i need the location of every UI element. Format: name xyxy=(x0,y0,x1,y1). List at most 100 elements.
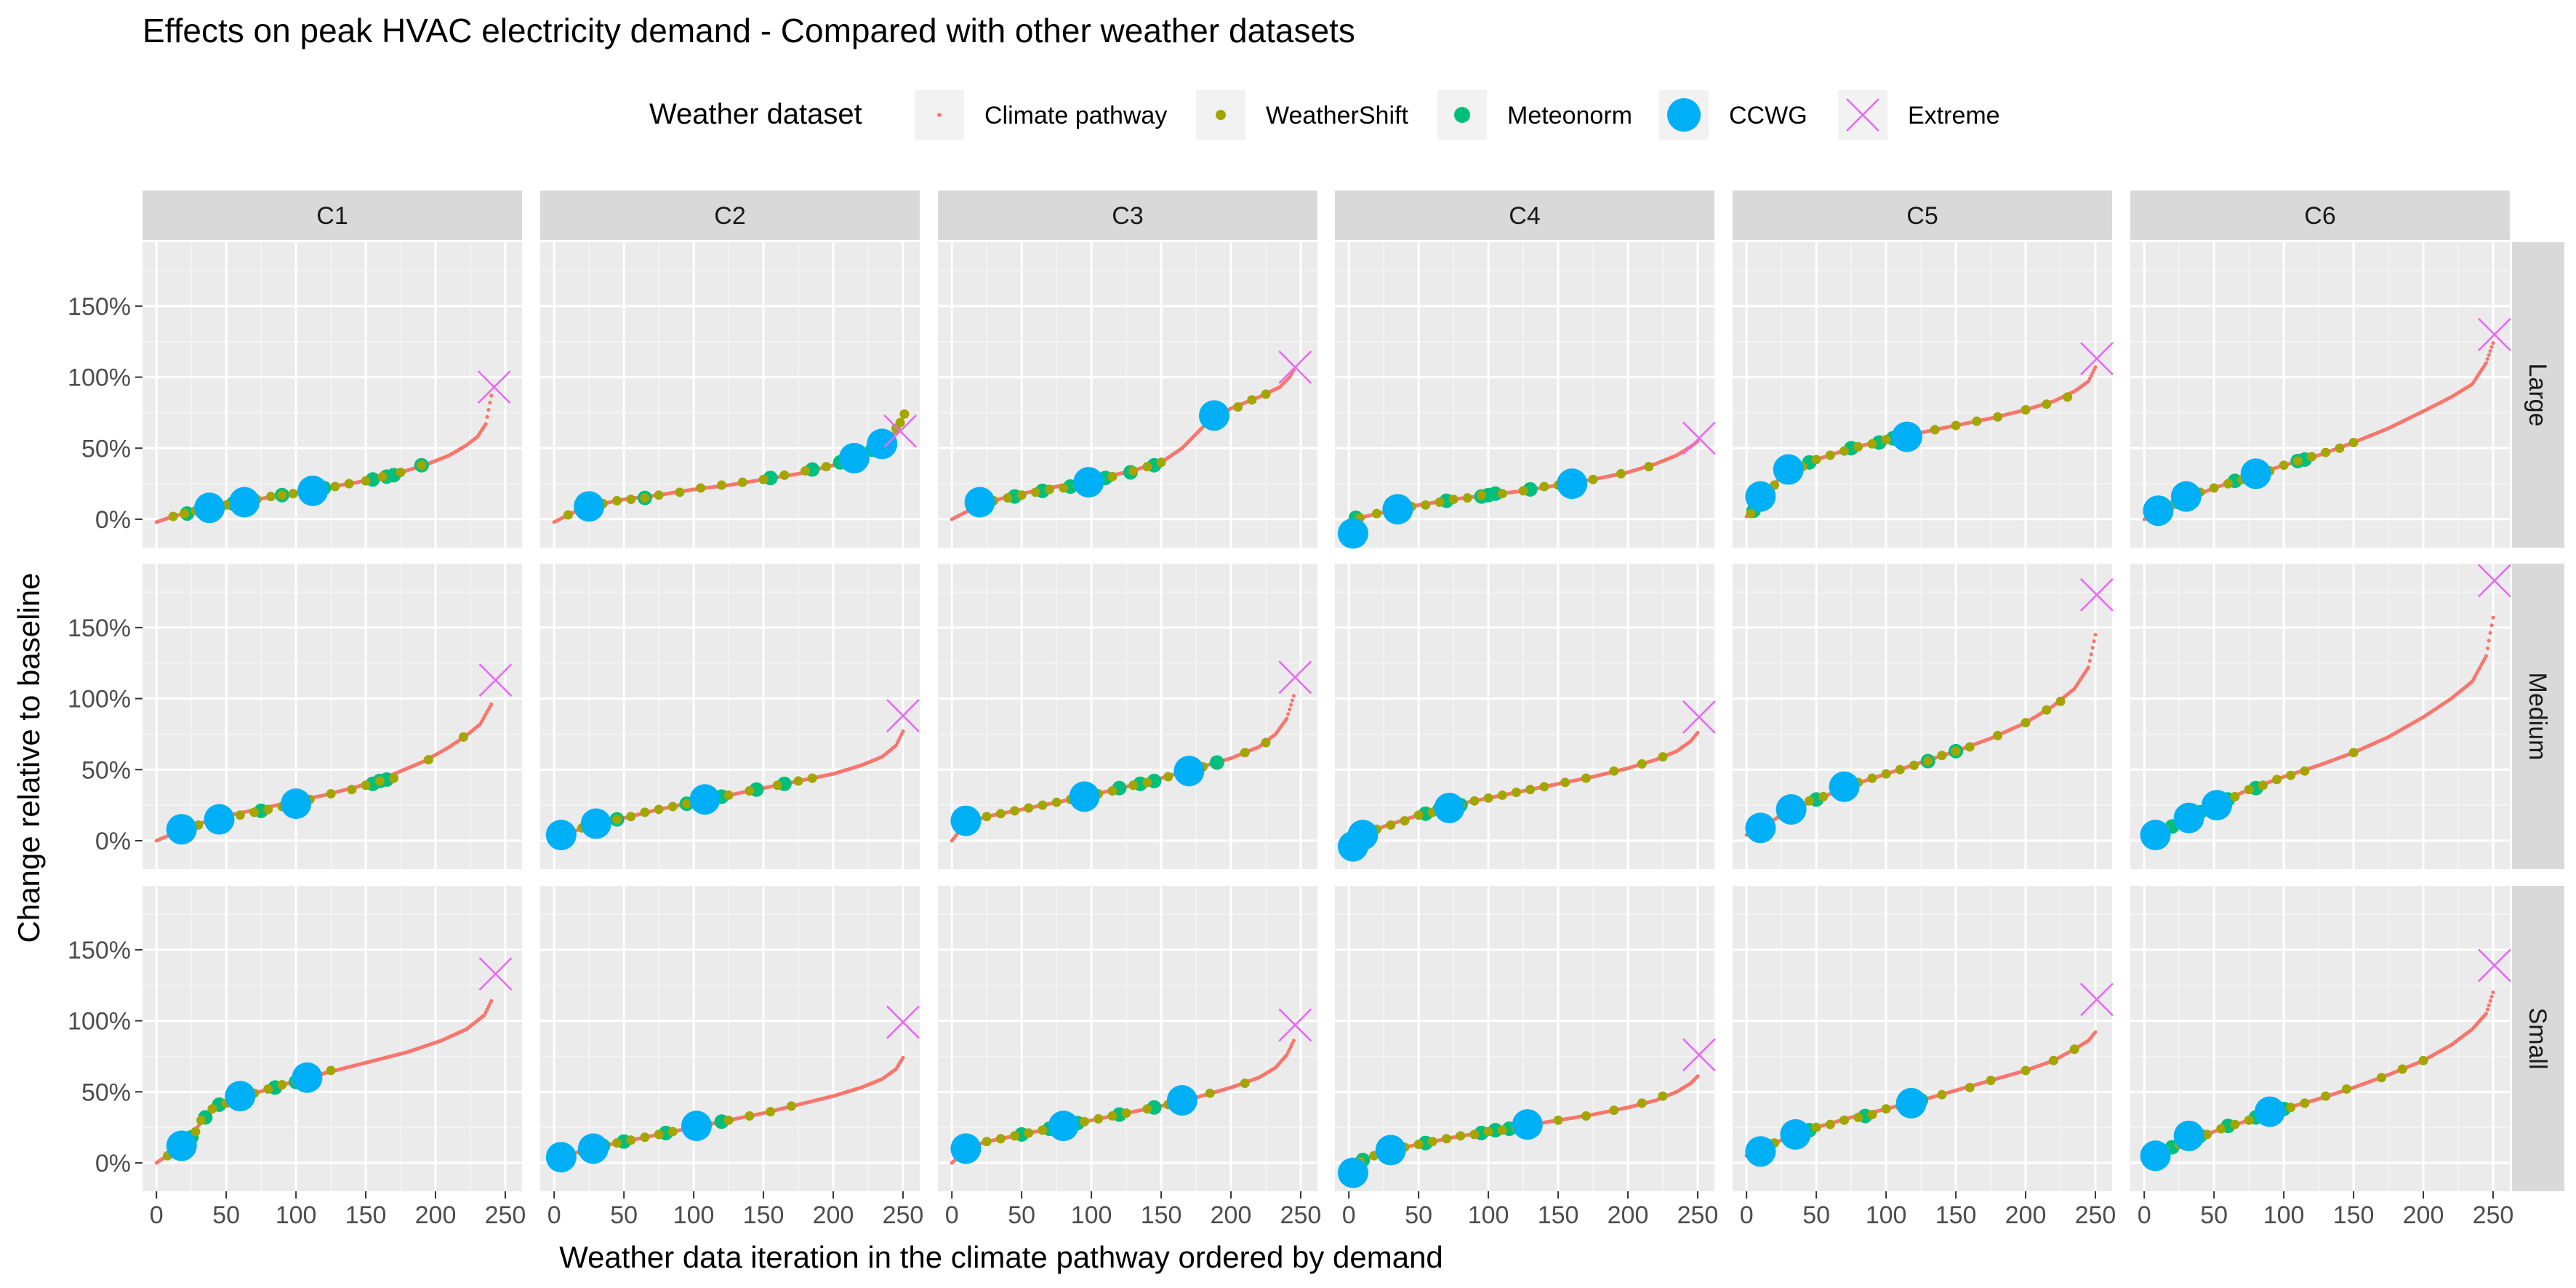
facet-panel xyxy=(2130,242,2511,548)
extreme-point xyxy=(883,414,918,448)
x-tick-label: 100 xyxy=(1468,1201,1509,1229)
legend-title: Weather dataset xyxy=(649,98,862,130)
weathershift-point xyxy=(1163,772,1173,782)
x-tick-label: 200 xyxy=(813,1201,854,1229)
facet-panel xyxy=(938,242,1317,548)
weathershift-point xyxy=(2223,479,2233,489)
pathway-point xyxy=(2484,654,2488,658)
weathershift-point xyxy=(1746,508,1756,519)
weathershift-point xyxy=(2244,785,2254,795)
ccwg-point xyxy=(1434,793,1465,823)
weathershift-point xyxy=(288,489,298,499)
legend-key-climate-pathway xyxy=(937,113,942,117)
weathershift-point xyxy=(1581,1111,1591,1121)
weathershift-point xyxy=(2209,483,2219,493)
x-tick-label: 100 xyxy=(673,1201,715,1229)
weathershift-point xyxy=(2279,460,2289,471)
weathershift-point xyxy=(1024,803,1034,813)
ccwg-point xyxy=(1069,781,1100,812)
pathway-point xyxy=(1288,703,1293,707)
ccwg-point xyxy=(1337,518,1368,549)
weathershift-point xyxy=(1609,1105,1619,1116)
weathershift-point xyxy=(1483,1127,1493,1137)
weathershift-point xyxy=(801,466,811,476)
facet-panel: 0 50 100 150 200 250 xyxy=(1335,886,1718,1229)
weathershift-point xyxy=(1261,737,1271,748)
ccwg-point xyxy=(964,487,995,518)
weathershift-point xyxy=(2021,405,2031,415)
weathershift-point xyxy=(1421,500,1431,510)
weathershift-point xyxy=(277,490,287,500)
weathershift-point xyxy=(374,776,385,786)
meteonorm-point xyxy=(1488,486,1503,501)
pathway-point xyxy=(2090,371,2095,375)
weathershift-point xyxy=(786,1101,796,1111)
weathershift-point xyxy=(1448,495,1458,505)
weathershift-point xyxy=(361,780,371,791)
weathershift-point xyxy=(1539,782,1549,792)
weathershift-point xyxy=(1107,471,1118,481)
weathershift-point xyxy=(263,1084,273,1094)
weathershift-point xyxy=(1456,1131,1466,1141)
facet-panels: C1 C2 C3 C4 C5 C6LargeMediumSmall0%50%100%150… xyxy=(68,191,2564,1229)
weathershift-point xyxy=(1051,797,1062,807)
weathershift-point xyxy=(1247,395,1257,405)
weathershift-point xyxy=(772,780,782,791)
pathway-point xyxy=(1290,698,1295,703)
weathershift-point xyxy=(1142,462,1152,472)
weathershift-point xyxy=(995,809,1006,819)
weathershift-point xyxy=(347,785,357,795)
weathershift-point xyxy=(640,1132,650,1143)
y-tick-label: 0% xyxy=(95,506,131,534)
ccwg-point xyxy=(2240,458,2271,489)
column-strip xyxy=(2130,191,2510,240)
weathershift-point xyxy=(1937,751,1947,761)
ccwg-point xyxy=(225,1081,256,1112)
weathershift-point xyxy=(361,476,371,486)
legend: Weather dataset Climate pathway WeatherSh… xyxy=(649,90,2000,140)
weathershift-point xyxy=(388,773,398,783)
x-tick-label: 0 xyxy=(1342,1201,1356,1229)
weathershift-point xyxy=(626,495,636,505)
pathway-point xyxy=(1288,707,1292,712)
pathway-point xyxy=(2485,356,2489,361)
weathershift-point xyxy=(626,812,636,822)
weathershift-point xyxy=(1853,441,1863,452)
weathershift-point xyxy=(2021,718,2031,728)
weathershift-point xyxy=(396,467,406,477)
ccwg-point xyxy=(1198,400,1229,431)
weathershift-point xyxy=(1588,474,1598,484)
weathershift-point xyxy=(458,732,468,742)
weathershift-point xyxy=(1435,497,1445,507)
weathershift-point xyxy=(793,776,803,786)
ccwg-point xyxy=(950,805,982,836)
ccwg-point xyxy=(545,1142,577,1173)
weathershift-point xyxy=(2300,766,2310,776)
ccwg-point xyxy=(1073,467,1104,498)
pathway-point xyxy=(2092,368,2096,372)
weathershift-point xyxy=(2042,705,2052,715)
weathershift-point xyxy=(1024,1128,1034,1138)
weathershift-point xyxy=(1030,487,1040,497)
pathway-point xyxy=(901,1055,905,1060)
pathway-point xyxy=(2093,365,2098,369)
x-tick-label: 250 xyxy=(883,1201,924,1229)
weathershift-point xyxy=(344,479,354,489)
weathershift-point xyxy=(1413,810,1424,820)
weathershift-point xyxy=(1240,748,1250,758)
weathershift-point xyxy=(895,417,905,428)
weathershift-point xyxy=(723,1115,734,1125)
weathershift-point xyxy=(745,1111,755,1121)
weathershift-point xyxy=(1261,389,1271,399)
weathershift-point xyxy=(745,786,755,796)
weathershift-point xyxy=(982,1137,992,1147)
ccwg-point xyxy=(292,1062,323,1093)
row-strip xyxy=(2512,242,2564,548)
panel-background xyxy=(938,886,1317,1191)
weathershift-point xyxy=(263,804,273,815)
weathershift-point xyxy=(1045,484,1055,495)
y-axis-label: Change relative to baseline xyxy=(12,572,46,943)
weathershift-point xyxy=(612,1138,622,1148)
x-tick-label: 250 xyxy=(1677,1201,1719,1229)
weathershift-point xyxy=(2042,399,2052,409)
